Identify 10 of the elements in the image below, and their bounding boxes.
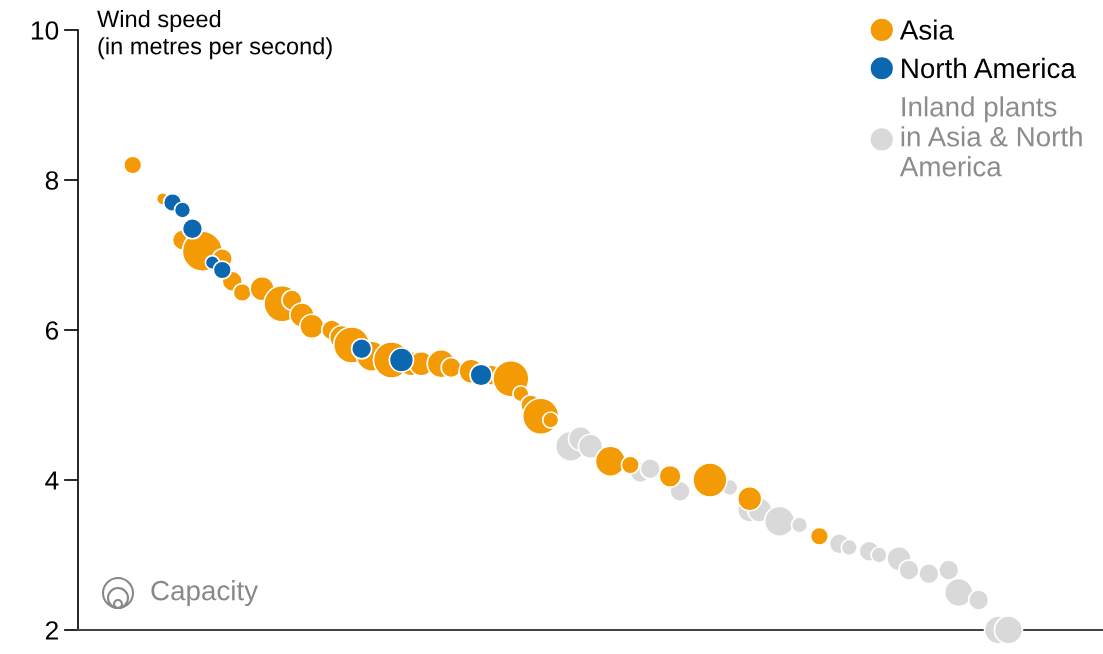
- annotation: Capacity: [151, 580, 259, 606]
- legend-label: Inland plants in Asia & North America: [899, 96, 1082, 177]
- legend-label: North America: [902, 57, 1076, 79]
- y-tick-label: 2: [45, 621, 58, 640]
- y-tick-label: 10: [31, 21, 59, 40]
- legend-label: Asia: [899, 19, 954, 40]
- y-axis-title: Wind speed (in metres per second): [97, 10, 332, 60]
- y-tick-label: 8: [45, 171, 59, 190]
- y-tick-label: 4: [45, 471, 59, 490]
- y-tick-label: 6: [45, 321, 59, 340]
